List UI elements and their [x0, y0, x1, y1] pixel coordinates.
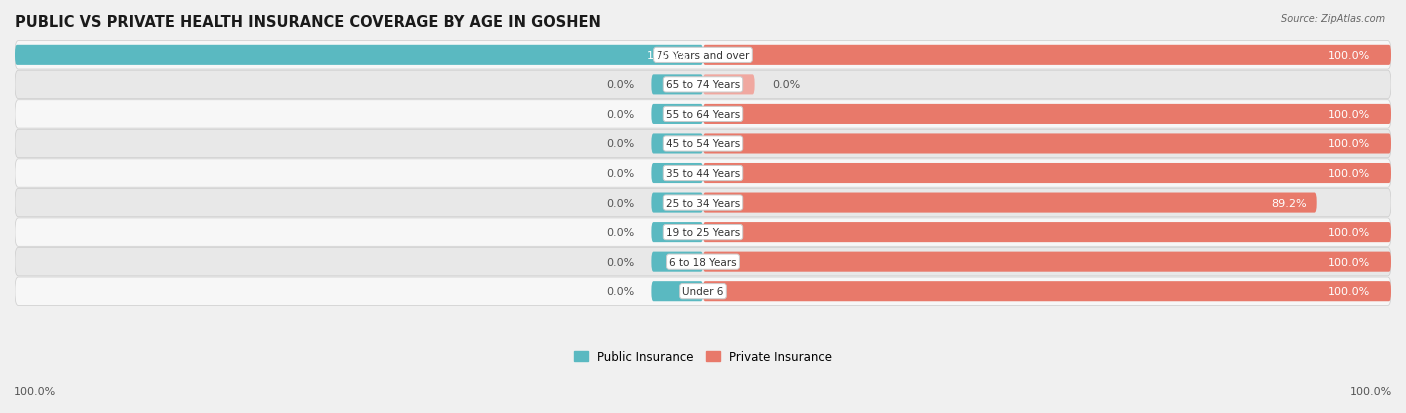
- Text: 0.0%: 0.0%: [606, 287, 634, 297]
- Text: 100.0%: 100.0%: [1329, 228, 1371, 237]
- FancyBboxPatch shape: [703, 104, 1391, 125]
- Text: 35 to 44 Years: 35 to 44 Years: [666, 169, 740, 178]
- Text: 100.0%: 100.0%: [1350, 387, 1392, 396]
- Text: 0.0%: 0.0%: [606, 139, 634, 149]
- FancyBboxPatch shape: [15, 130, 1391, 158]
- FancyBboxPatch shape: [651, 75, 703, 95]
- Text: 0.0%: 0.0%: [606, 110, 634, 120]
- Text: 6 to 18 Years: 6 to 18 Years: [669, 257, 737, 267]
- FancyBboxPatch shape: [703, 46, 1391, 66]
- Text: 0.0%: 0.0%: [606, 198, 634, 208]
- Text: 65 to 74 Years: 65 to 74 Years: [666, 80, 740, 90]
- Text: 89.2%: 89.2%: [1271, 198, 1306, 208]
- Text: 55 to 64 Years: 55 to 64 Years: [666, 110, 740, 120]
- FancyBboxPatch shape: [703, 193, 1316, 213]
- FancyBboxPatch shape: [651, 164, 703, 184]
- Text: Source: ZipAtlas.com: Source: ZipAtlas.com: [1281, 14, 1385, 24]
- Text: 19 to 25 Years: 19 to 25 Years: [666, 228, 740, 237]
- Text: 100.0%: 100.0%: [647, 51, 689, 61]
- Text: 0.0%: 0.0%: [606, 80, 634, 90]
- FancyBboxPatch shape: [651, 223, 703, 242]
- FancyBboxPatch shape: [703, 164, 1391, 184]
- Text: 100.0%: 100.0%: [1329, 110, 1371, 120]
- Text: 25 to 34 Years: 25 to 34 Years: [666, 198, 740, 208]
- Text: 45 to 54 Years: 45 to 54 Years: [666, 139, 740, 149]
- Text: 0.0%: 0.0%: [772, 80, 800, 90]
- Text: Under 6: Under 6: [682, 287, 724, 297]
- FancyBboxPatch shape: [15, 71, 1391, 99]
- Legend: Public Insurance, Private Insurance: Public Insurance, Private Insurance: [574, 350, 832, 363]
- FancyBboxPatch shape: [15, 218, 1391, 247]
- FancyBboxPatch shape: [651, 252, 703, 272]
- Text: 0.0%: 0.0%: [606, 228, 634, 237]
- FancyBboxPatch shape: [15, 100, 1391, 129]
- FancyBboxPatch shape: [15, 42, 1391, 70]
- Text: PUBLIC VS PRIVATE HEALTH INSURANCE COVERAGE BY AGE IN GOSHEN: PUBLIC VS PRIVATE HEALTH INSURANCE COVER…: [15, 15, 600, 30]
- Text: 0.0%: 0.0%: [606, 169, 634, 178]
- FancyBboxPatch shape: [15, 159, 1391, 188]
- Text: 100.0%: 100.0%: [1329, 139, 1371, 149]
- FancyBboxPatch shape: [15, 248, 1391, 276]
- FancyBboxPatch shape: [703, 282, 1391, 301]
- Text: 75 Years and over: 75 Years and over: [657, 51, 749, 61]
- Text: 100.0%: 100.0%: [1329, 257, 1371, 267]
- FancyBboxPatch shape: [703, 223, 1391, 242]
- Text: 100.0%: 100.0%: [14, 387, 56, 396]
- Text: 100.0%: 100.0%: [1329, 169, 1371, 178]
- FancyBboxPatch shape: [703, 134, 1391, 154]
- Text: 100.0%: 100.0%: [1329, 51, 1371, 61]
- FancyBboxPatch shape: [651, 104, 703, 125]
- FancyBboxPatch shape: [703, 252, 1391, 272]
- FancyBboxPatch shape: [15, 189, 1391, 217]
- FancyBboxPatch shape: [651, 193, 703, 213]
- Text: 0.0%: 0.0%: [606, 257, 634, 267]
- FancyBboxPatch shape: [651, 134, 703, 154]
- FancyBboxPatch shape: [15, 46, 703, 66]
- FancyBboxPatch shape: [651, 282, 703, 301]
- Text: 100.0%: 100.0%: [1329, 287, 1371, 297]
- FancyBboxPatch shape: [15, 278, 1391, 306]
- FancyBboxPatch shape: [703, 75, 755, 95]
